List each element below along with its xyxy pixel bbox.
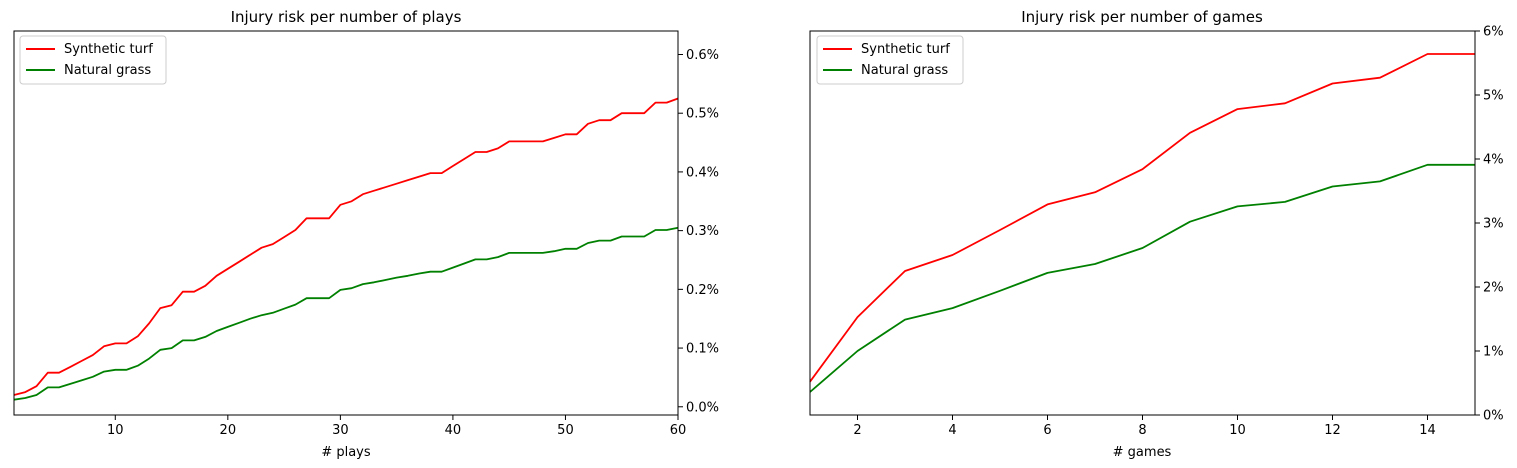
legend-label-natural-grass: Natural grass xyxy=(64,63,151,78)
chart-title: Injury risk per number of plays xyxy=(231,8,462,26)
x-tick-label: 10 xyxy=(107,423,124,438)
y-tick-label: 1% xyxy=(1483,345,1504,360)
series-line-synthetic-turf xyxy=(809,53,1475,383)
plot-area: 10 20 30 40 50 60 0.0% 0.1% 0.2% 0.3% 0.4% 0.5% 0.6% xyxy=(13,30,719,438)
x-tick-label: 30 xyxy=(332,423,349,438)
x-tick-label: 8 xyxy=(1138,423,1146,438)
y-tick-label: 0.0% xyxy=(686,400,719,415)
legend-label-synthetic-turf: Synthetic turf xyxy=(64,42,153,57)
y-tick-label: 0% xyxy=(1483,409,1504,424)
y-tick-label: 4% xyxy=(1483,153,1504,168)
y-tick-label: 0.5% xyxy=(686,107,719,122)
y-tick-label: 5% xyxy=(1483,89,1504,104)
x-axis-label: # games xyxy=(1113,445,1172,460)
y-tick-label: 3% xyxy=(1483,217,1504,232)
axes-frame xyxy=(13,30,679,416)
chart-plays: Injury risk per number of plays 10 20 30 40… xyxy=(13,8,719,460)
x-tick-label: 4 xyxy=(948,423,956,438)
y-tick-label: 0.1% xyxy=(686,342,719,357)
y-tick-label: 0.3% xyxy=(686,224,719,239)
x-tick-label: 60 xyxy=(670,423,687,438)
axes-frame xyxy=(809,30,1476,416)
x-tick-label: 50 xyxy=(557,423,574,438)
y-tick-label: 2% xyxy=(1483,281,1504,296)
chart-title: Injury risk per number of games xyxy=(1021,8,1263,26)
y-tick-label: 6% xyxy=(1483,25,1504,40)
y-tick-label: 0.6% xyxy=(686,48,719,63)
x-tick-label: 40 xyxy=(445,423,462,438)
chart-games: Injury risk per number of games 2 4 6 8 10 12… xyxy=(809,8,1504,460)
series-line-natural-grass xyxy=(13,226,679,401)
legend-box xyxy=(19,35,167,85)
legend: Synthetic turf Natural grass xyxy=(19,35,167,85)
series-line-natural-grass xyxy=(809,163,1475,393)
x-tick-label: 6 xyxy=(1043,423,1051,438)
x-axis-label: # plays xyxy=(321,445,371,460)
series-line-synthetic-turf xyxy=(13,97,679,396)
legend-label-natural-grass: Natural grass xyxy=(861,63,948,78)
y-tick-label: 0.2% xyxy=(686,283,719,298)
legend-label-synthetic-turf: Synthetic turf xyxy=(861,42,950,57)
x-tick-label: 12 xyxy=(1324,423,1341,438)
legend: Synthetic turf Natural grass xyxy=(816,35,964,85)
legend-box xyxy=(816,35,964,85)
x-tick-label: 2 xyxy=(853,423,861,438)
x-tick-label: 20 xyxy=(220,423,237,438)
x-tick-label: 10 xyxy=(1229,423,1246,438)
plot-area: 2 4 6 8 10 12 14 0% 1% 2% 3% 4% 5% 6% xyxy=(809,25,1504,438)
y-tick-label: 0.4% xyxy=(686,165,719,180)
x-tick-label: 14 xyxy=(1419,423,1436,438)
